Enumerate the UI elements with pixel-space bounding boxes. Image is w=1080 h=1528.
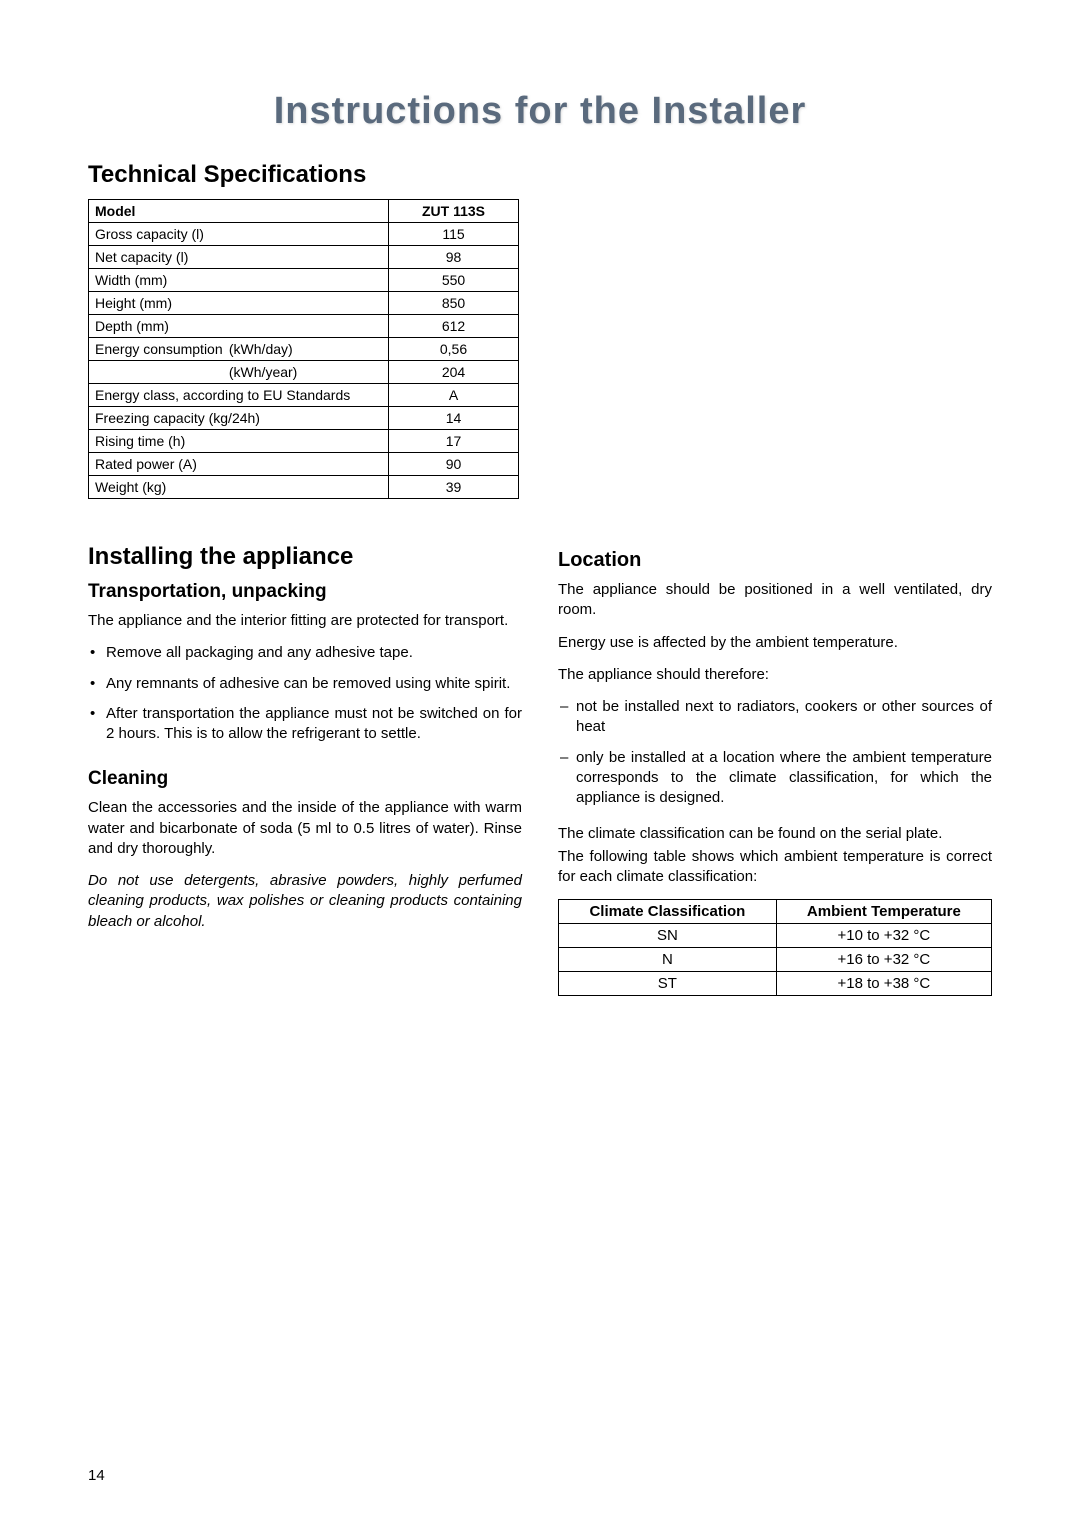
list-item: only be installed at a location where th…: [558, 748, 992, 809]
climate-temp: +18 to +38 °C: [776, 972, 991, 996]
transport-heading: Transportation, unpacking: [88, 581, 522, 603]
spec-value: 204: [389, 361, 519, 384]
page-number: 14: [88, 1467, 105, 1484]
table-row: ST+18 to +38 °C: [559, 972, 992, 996]
table-row: Gross capacity (l)115: [89, 223, 519, 246]
spec-label: Depth (mm): [89, 315, 389, 338]
location-p5: The following table shows which ambient …: [558, 847, 992, 888]
location-p3: The appliance should therefore:: [558, 665, 992, 685]
tech-specs-table: Model ZUT 113S Gross capacity (l)115 Net…: [88, 199, 519, 499]
spec-header-value: ZUT 113S: [389, 200, 519, 223]
spec-label: Rated power (A): [89, 453, 389, 476]
table-row: (kWh/year) 204: [89, 361, 519, 384]
tech-specs-heading: Technical Specifications: [88, 161, 992, 189]
climate-class: SN: [559, 924, 777, 948]
location-heading: Location: [558, 549, 992, 572]
table-row: N+16 to +32 °C: [559, 948, 992, 972]
spec-value: 17: [389, 430, 519, 453]
cleaning-p1: Clean the accessories and the inside of …: [88, 798, 522, 859]
table-row: Rated power (A)90: [89, 453, 519, 476]
climate-temp: +10 to +32 °C: [776, 924, 991, 948]
spec-header-label: Model: [89, 200, 389, 223]
spec-label-energy-year: (kWh/year): [89, 361, 389, 384]
list-item: After transportation the appliance must …: [88, 704, 522, 745]
cleaning-heading: Cleaning: [88, 768, 522, 790]
installing-heading: Installing the appliance: [88, 543, 522, 571]
spec-label: Rising time (h): [89, 430, 389, 453]
cleaning-p2: Do not use detergents, abrasive powders,…: [88, 871, 522, 932]
table-row: Width (mm)550: [89, 269, 519, 292]
energy-label-blank: [95, 364, 225, 380]
spec-value: 850: [389, 292, 519, 315]
location-p2: Energy use is affected by the ambient te…: [558, 633, 992, 653]
table-row: SN+10 to +32 °C: [559, 924, 992, 948]
location-dashes: not be installed next to radiators, cook…: [558, 697, 992, 808]
table-row: Energy class, according to EU StandardsA: [89, 384, 519, 407]
list-item: Any remnants of adhesive can be removed …: [88, 674, 522, 694]
spec-label: Energy class, according to EU Standards: [89, 384, 389, 407]
transport-bullets: Remove all packaging and any adhesive ta…: [88, 643, 522, 744]
spec-label-energy-day: Energy consumption (kWh/day): [89, 338, 389, 361]
table-row: Freezing capacity (kg/24h)14: [89, 407, 519, 430]
table-row: Weight (kg)39: [89, 476, 519, 499]
spec-value: A: [389, 384, 519, 407]
spec-value: 39: [389, 476, 519, 499]
climate-temp: +16 to +32 °C: [776, 948, 991, 972]
energy-unit: (kWh/year): [229, 364, 297, 380]
location-p1: The appliance should be positioned in a …: [558, 580, 992, 621]
spec-value: 14: [389, 407, 519, 430]
spec-value: 550: [389, 269, 519, 292]
table-row: Height (mm)850: [89, 292, 519, 315]
transport-intro: The appliance and the interior fitting a…: [88, 611, 522, 631]
left-column: Installing the appliance Transportation,…: [88, 543, 522, 996]
page-title: Instructions for the Installer: [88, 90, 992, 133]
climate-header-temp: Ambient Temperature: [776, 900, 991, 924]
table-row: Rising time (h)17: [89, 430, 519, 453]
climate-header-class: Climate Classification: [559, 900, 777, 924]
energy-unit: (kWh/day): [229, 341, 293, 357]
table-row: Depth (mm)612: [89, 315, 519, 338]
climate-class: N: [559, 948, 777, 972]
spec-value: 98: [389, 246, 519, 269]
table-row: Energy consumption (kWh/day) 0,56: [89, 338, 519, 361]
spec-value: 612: [389, 315, 519, 338]
list-item: not be installed next to radiators, cook…: [558, 697, 992, 738]
spec-label: Gross capacity (l): [89, 223, 389, 246]
spec-value: 115: [389, 223, 519, 246]
spec-label: Freezing capacity (kg/24h): [89, 407, 389, 430]
climate-class: ST: [559, 972, 777, 996]
spec-label: Height (mm): [89, 292, 389, 315]
list-item: Remove all packaging and any adhesive ta…: [88, 643, 522, 663]
spec-label: Net capacity (l): [89, 246, 389, 269]
spec-value: 90: [389, 453, 519, 476]
energy-label: Energy consumption: [95, 341, 225, 357]
climate-table: Climate Classification Ambient Temperatu…: [558, 899, 992, 996]
spec-label: Weight (kg): [89, 476, 389, 499]
table-row: Net capacity (l)98: [89, 246, 519, 269]
right-column: Location The appliance should be positio…: [558, 543, 992, 996]
spec-label: Width (mm): [89, 269, 389, 292]
spec-value: 0,56: [389, 338, 519, 361]
location-p4: The climate classification can be found …: [558, 824, 992, 844]
